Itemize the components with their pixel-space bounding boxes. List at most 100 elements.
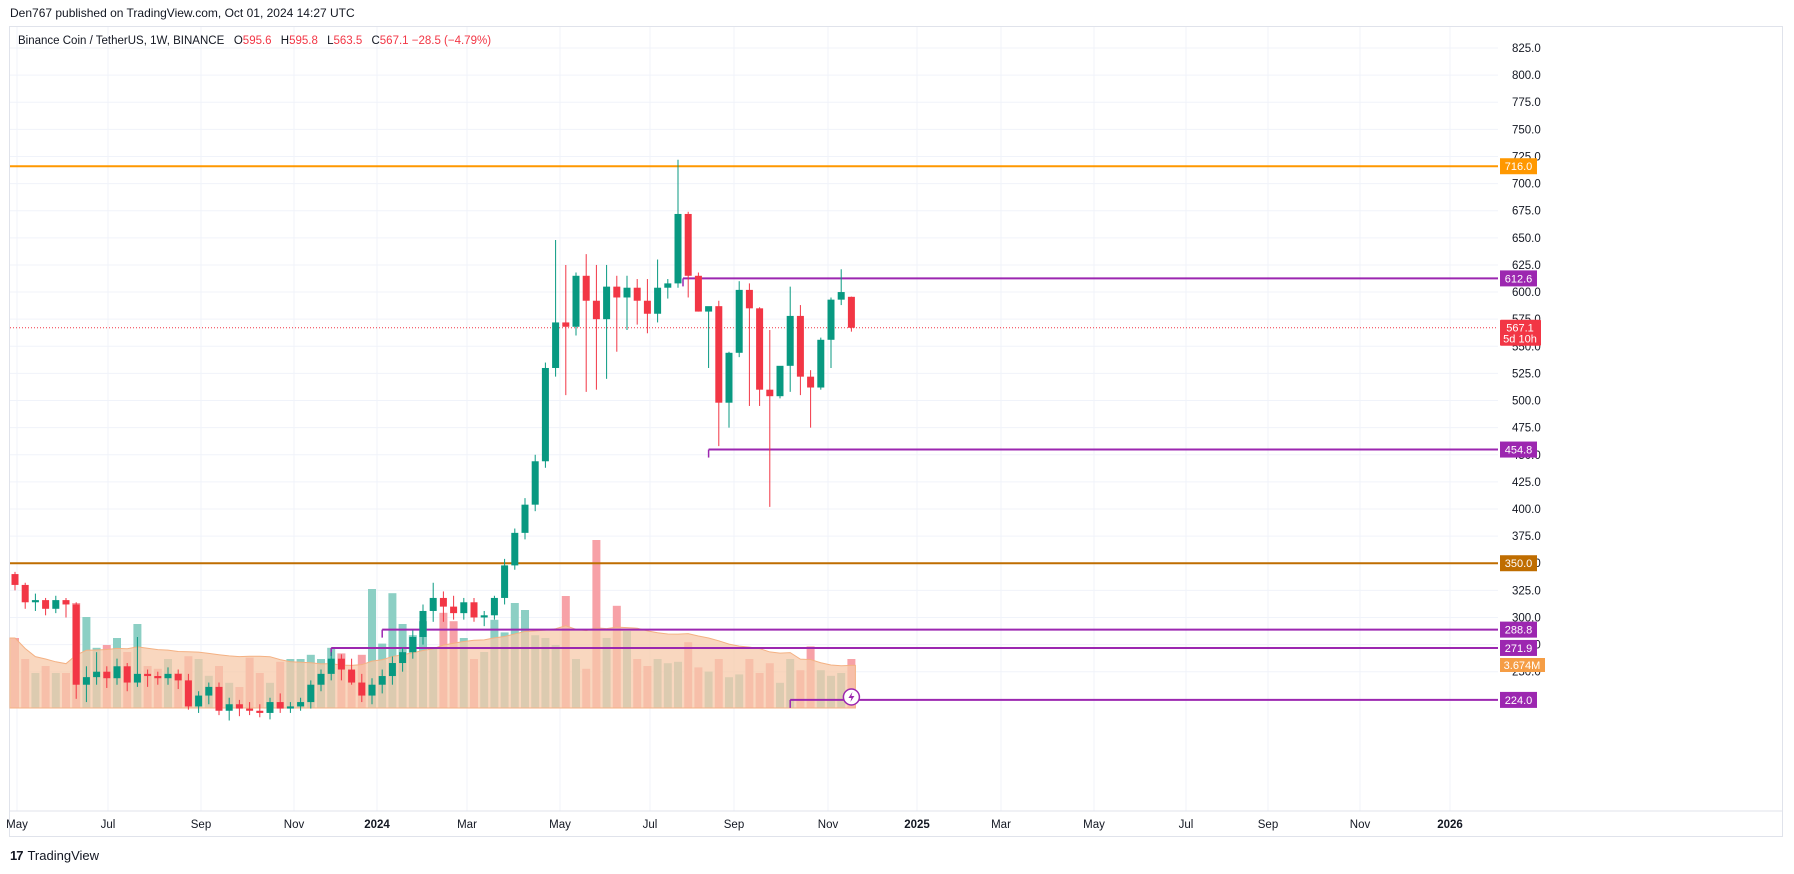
candle-body: [715, 306, 723, 403]
candle-body: [470, 602, 478, 618]
candle-body: [735, 289, 743, 353]
candles: [11, 159, 855, 721]
candle-body: [654, 287, 662, 314]
candle-body: [164, 673, 172, 679]
open-label: O: [233, 35, 243, 47]
candle-body: [103, 671, 111, 679]
x-tick-label: Jul: [101, 819, 116, 831]
candle-body: [674, 213, 682, 284]
price-axis: 825.0800.0775.0750.0725.0700.0675.0650.0…: [1512, 43, 1541, 679]
candle-body: [123, 666, 131, 683]
candle-body: [82, 677, 90, 685]
x-tick-label: 2024: [364, 819, 390, 831]
x-tick-label: 2025: [904, 819, 930, 831]
level-tag-text: 350.0: [1505, 558, 1533, 570]
x-tick-label: May: [1083, 819, 1105, 831]
candle-body: [531, 461, 539, 505]
level-tag-text: 271.9: [1505, 643, 1533, 655]
tradingview-brand: TradingView: [27, 848, 100, 863]
level-tag-288.8: [1500, 621, 1537, 638]
candle-body: [368, 684, 376, 696]
candle-body: [460, 602, 468, 614]
candle-body: [664, 283, 672, 288]
x-tick-label: Jul: [643, 819, 658, 831]
candle-body: [195, 695, 203, 707]
low-label: L: [327, 35, 334, 47]
x-tick-label: Sep: [724, 819, 744, 831]
x-tick-label: Mar: [457, 819, 477, 831]
candle-body: [286, 706, 294, 709]
horizontal-levels: [10, 165, 1498, 708]
volume-bar: [592, 540, 601, 708]
candle-body: [480, 615, 488, 618]
y-tick-label: 675.0: [1512, 206, 1541, 218]
candle-body: [756, 308, 764, 390]
level-tag-text: 224.0: [1505, 695, 1533, 707]
candle-body: [144, 673, 152, 677]
current-price-value: 567.1: [1506, 323, 1534, 335]
candle-body: [317, 673, 325, 685]
candle-body: [256, 710, 264, 713]
y-tick-label: 425.0: [1512, 477, 1541, 489]
candle-body: [582, 275, 590, 301]
y-tick-label: 300.0: [1512, 612, 1541, 624]
candle-body: [409, 636, 417, 653]
candle-body: [429, 597, 437, 611]
tradingview-logo-icon: 17: [10, 848, 24, 863]
candle-body: [837, 292, 845, 300]
candle-body: [541, 367, 549, 462]
y-tick-label: 400.0: [1512, 504, 1541, 516]
candle-body: [439, 597, 447, 607]
candle-body: [633, 287, 641, 301]
chart-extras: [842, 688, 861, 706]
candle-body: [348, 669, 356, 683]
candle-body: [113, 666, 121, 679]
candle-body: [796, 315, 804, 377]
y-tick-label: 650.0: [1512, 233, 1541, 245]
close-label: C: [371, 35, 380, 47]
x-tick-label: May: [6, 819, 28, 831]
x-tick-label: Nov: [284, 819, 305, 831]
y-tick-label: 625.0: [1512, 260, 1541, 272]
candle-body: [511, 532, 519, 566]
candle-body: [643, 300, 651, 314]
candle-body: [93, 671, 101, 678]
candle-body: [337, 658, 345, 670]
level-tag-224.0: [1500, 691, 1537, 708]
candle-body: [378, 676, 386, 685]
candle-body: [501, 565, 509, 598]
low-value: 563.5: [333, 35, 363, 47]
x-tick-label: May: [549, 819, 571, 831]
candle-body: [184, 680, 192, 707]
candle-body: [154, 676, 162, 679]
x-tick-label: Sep: [191, 819, 211, 831]
candle-body: [684, 213, 692, 276]
y-tick-label: 600.0: [1512, 287, 1541, 299]
y-tick-label: 825.0: [1512, 43, 1541, 55]
time-axis: May Jul Sep Nov 2024 Mar May Jul Sep Nov 2025 Mar Ma…: [6, 810, 1783, 831]
volume-bar: [388, 593, 397, 708]
candle-body: [847, 296, 855, 328]
y-tick-label: 800.0: [1512, 70, 1541, 82]
level-tag-text: 716.0: [1505, 161, 1533, 173]
candle-body: [745, 289, 753, 309]
candle-body: [62, 600, 70, 605]
x-tick-label: Mar: [991, 819, 1011, 831]
candle-body: [52, 600, 60, 609]
candle-body: [297, 702, 305, 707]
candle-body: [276, 702, 284, 709]
high-label: H: [280, 35, 290, 47]
chart-frame: [9, 26, 1783, 837]
candle-body: [613, 286, 621, 298]
current-price-countdown: 5d 10h: [1503, 334, 1537, 346]
candle-body: [450, 606, 458, 614]
volume-tag-text: 3.674M: [1504, 660, 1541, 672]
candle-body: [552, 322, 560, 368]
candle-body: [21, 584, 29, 603]
tradingview-logo[interactable]: 17 TradingView: [10, 848, 99, 863]
candle-body: [205, 686, 213, 696]
x-tick-label: Sep: [1258, 819, 1278, 831]
candle-body: [31, 600, 39, 603]
y-tick-label: 325.0: [1512, 585, 1541, 597]
